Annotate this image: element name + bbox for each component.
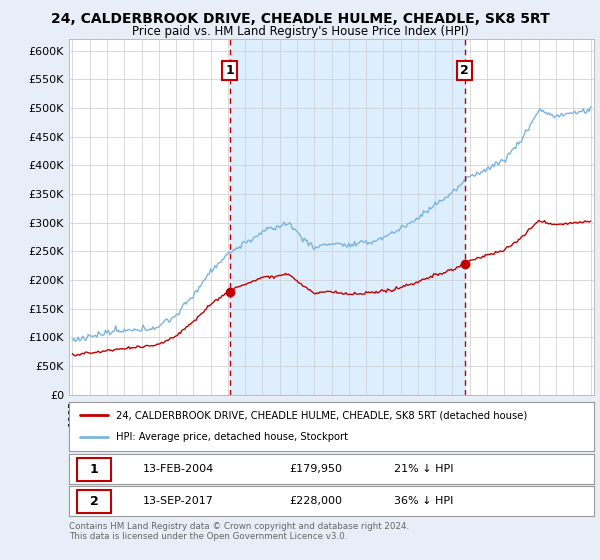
- Text: 24, CALDERBROOK DRIVE, CHEADLE HULME, CHEADLE, SK8 5RT: 24, CALDERBROOK DRIVE, CHEADLE HULME, CH…: [50, 12, 550, 26]
- Text: Contains HM Land Registry data © Crown copyright and database right 2024.
This d: Contains HM Land Registry data © Crown c…: [69, 522, 409, 542]
- Text: £179,950: £179,950: [290, 464, 343, 474]
- FancyBboxPatch shape: [77, 489, 111, 513]
- Text: 1: 1: [225, 64, 234, 77]
- Text: 13-SEP-2017: 13-SEP-2017: [143, 496, 214, 506]
- Text: 36% ↓ HPI: 36% ↓ HPI: [395, 496, 454, 506]
- Text: 2: 2: [460, 64, 469, 77]
- FancyBboxPatch shape: [77, 458, 111, 481]
- Text: 13-FEB-2004: 13-FEB-2004: [143, 464, 214, 474]
- Text: HPI: Average price, detached house, Stockport: HPI: Average price, detached house, Stoc…: [116, 432, 348, 442]
- Text: 21% ↓ HPI: 21% ↓ HPI: [395, 464, 454, 474]
- Text: 1: 1: [90, 463, 98, 476]
- Text: £228,000: £228,000: [290, 496, 343, 506]
- Bar: [230, 39, 464, 395]
- Text: 24, CALDERBROOK DRIVE, CHEADLE HULME, CHEADLE, SK8 5RT (detached house): 24, CALDERBROOK DRIVE, CHEADLE HULME, CH…: [116, 410, 527, 421]
- Text: Price paid vs. HM Land Registry's House Price Index (HPI): Price paid vs. HM Land Registry's House …: [131, 25, 469, 38]
- Text: 2: 2: [90, 494, 98, 508]
